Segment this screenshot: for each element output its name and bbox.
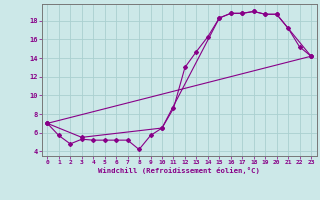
X-axis label: Windchill (Refroidissement éolien,°C): Windchill (Refroidissement éolien,°C) [98,167,260,174]
